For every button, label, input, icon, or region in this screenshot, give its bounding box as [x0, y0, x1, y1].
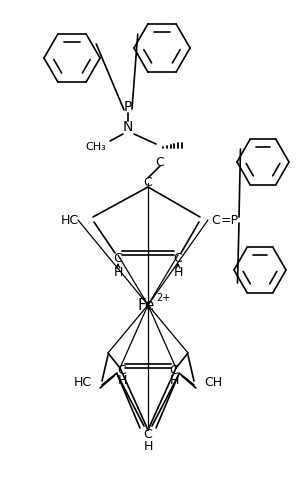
Text: H: H — [113, 267, 123, 280]
Text: Fe: Fe — [137, 298, 155, 313]
Text: C: C — [118, 364, 126, 377]
Text: HC: HC — [74, 377, 92, 389]
Text: C: C — [156, 156, 164, 169]
Text: N: N — [123, 120, 133, 134]
Text: C: C — [212, 213, 220, 227]
Text: CH₃: CH₃ — [85, 142, 106, 152]
Text: =P: =P — [221, 213, 239, 227]
Text: C: C — [144, 428, 152, 441]
Text: C: C — [144, 176, 152, 189]
Text: H: H — [169, 373, 179, 386]
Text: C: C — [174, 252, 182, 265]
Text: HC: HC — [61, 213, 79, 227]
Text: CH: CH — [204, 377, 222, 389]
Text: C: C — [114, 252, 122, 265]
Text: H: H — [117, 373, 127, 386]
Text: 2+: 2+ — [156, 293, 170, 303]
Text: P: P — [124, 100, 132, 114]
Text: C: C — [169, 364, 178, 377]
Text: H: H — [143, 440, 153, 453]
Text: H: H — [173, 267, 183, 280]
